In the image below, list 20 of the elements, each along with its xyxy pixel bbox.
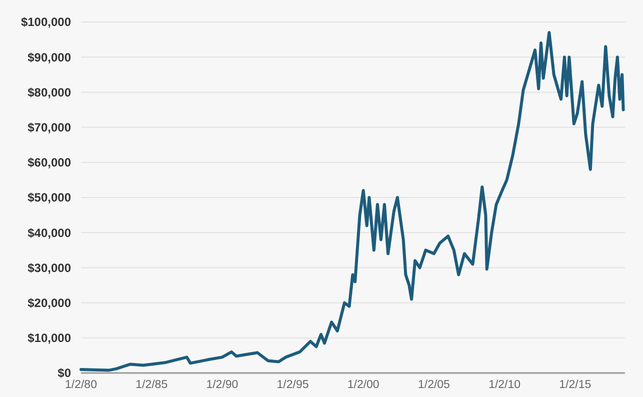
y-tick-label: $60,000 [28, 156, 72, 170]
y-tick-label: $80,000 [28, 85, 72, 100]
y-tick-label: $20,000 [28, 296, 72, 310]
x-tick-label: 1/2/05 [418, 379, 450, 391]
y-tick-label: $30,000 [28, 260, 72, 275]
x-tick-label: 1/2/10 [488, 379, 521, 391]
y-tick-label: $10,000 [28, 331, 72, 346]
y-tick-label: $0 [58, 366, 72, 380]
y-tick-label: $50,000 [28, 190, 72, 205]
x-tick-label: 1/2/00 [347, 379, 380, 391]
y-tick-label: $70,000 [28, 120, 72, 134]
x-tick-label: 1/2/80 [65, 379, 97, 391]
x-tick-label: 1/2/85 [136, 379, 168, 391]
y-tick-label: $40,000 [28, 226, 72, 240]
y-tick-label: $90,000 [28, 50, 72, 64]
x-tick-label: 1/2/95 [276, 379, 309, 391]
x-tick-label: 1/2/15 [559, 379, 592, 391]
x-tick-label: 1/2/90 [206, 379, 238, 391]
y-tick-label: $100,000 [20, 15, 72, 30]
line-series [80, 31, 625, 372]
